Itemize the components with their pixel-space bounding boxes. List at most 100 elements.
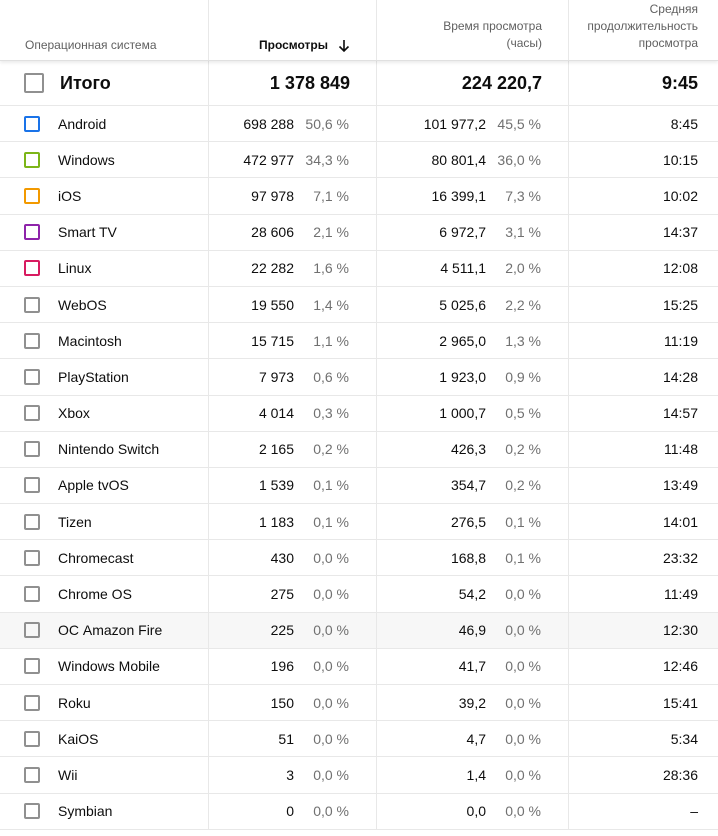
avg-duration-value: 8:45 <box>670 115 698 132</box>
views-value: 196 <box>270 658 294 675</box>
views-value: 4 014 <box>258 405 294 422</box>
table-row[interactable]: iOS 97 978 7,1 % 16 399,1 7,3 % 10:02 <box>0 178 718 215</box>
views-percent: 0,0 % <box>313 622 349 639</box>
os-name: WebOS <box>58 296 107 313</box>
column-header-avg-duration[interactable]: Средняя продолжительность просмотра <box>569 0 718 60</box>
watch-time-percent: 3,1 % <box>505 224 541 241</box>
avg-duration-value: 11:49 <box>664 586 698 603</box>
series-checkbox[interactable] <box>24 513 40 530</box>
views-percent: 2,1 % <box>313 224 349 241</box>
table-row[interactable]: PlayStation 7 973 0,6 % 1 923,0 0,9 % 14:28 <box>0 359 718 396</box>
table-row[interactable]: Macintosh 15 715 1,1 % 2 965,0 1,3 % 11:19 <box>0 323 718 360</box>
views-percent: 0,0 % <box>313 766 349 783</box>
os-name: Chrome OS <box>58 586 132 603</box>
table-row[interactable]: Windows 472 977 34,3 % 80 801,4 36,0 % 10:15 <box>0 142 718 179</box>
table-row[interactable]: Chromecast 430 0,0 % 168,8 0,1 % 23:32 <box>0 540 718 577</box>
avg-duration-value: 28:36 <box>662 766 698 783</box>
table-row[interactable]: Nintendo Switch 2 165 0,2 % 426,3 0,2 % 11:48 <box>0 431 718 468</box>
views-percent: 0,1 % <box>313 477 349 494</box>
views-value: 0 <box>286 803 294 820</box>
views-percent: 0,1 % <box>313 513 349 530</box>
views-value: 51 <box>278 730 294 747</box>
watch-time-value: 354,7 <box>450 477 486 494</box>
views-value: 19 550 <box>251 296 294 313</box>
watch-time-value: 1,4 <box>466 766 486 783</box>
watch-time-percent: 45,5 % <box>497 115 541 132</box>
series-checkbox[interactable] <box>24 766 40 783</box>
watch-time-percent: 2,0 % <box>505 260 541 277</box>
series-checkbox[interactable] <box>24 803 40 820</box>
series-checkbox[interactable] <box>24 477 40 494</box>
series-checkbox[interactable] <box>24 368 40 385</box>
series-checkbox[interactable] <box>24 296 40 313</box>
avg-duration-value: – <box>690 803 698 820</box>
table-row[interactable]: Wii 3 0,0 % 1,4 0,0 % 28:36 <box>0 757 718 794</box>
table-row[interactable]: Android 698 288 50,6 % 101 977,2 45,5 % 8:45 <box>0 106 718 143</box>
table-row[interactable]: Linux 22 282 1,6 % 4 511,1 2,0 % 12:08 <box>0 250 718 287</box>
table-row[interactable]: Symbian 0 0,0 % 0,0 0,0 % – <box>0 793 718 830</box>
series-checkbox[interactable] <box>24 224 40 241</box>
os-name: Windows <box>58 151 115 168</box>
series-checkbox[interactable] <box>24 549 40 566</box>
os-name: Smart TV <box>58 224 117 241</box>
series-checkbox[interactable] <box>24 730 40 747</box>
avg-duration-value: 14:28 <box>662 368 698 385</box>
avg-duration-value: 11:19 <box>664 332 698 349</box>
series-checkbox[interactable] <box>24 187 40 204</box>
avg-duration-value: 10:15 <box>662 151 698 168</box>
column-header-views-label: Просмотры <box>258 38 328 52</box>
watch-time-percent: 0,0 % <box>505 766 541 783</box>
table-row[interactable]: Windows Mobile 196 0,0 % 41,7 0,0 % 12:46 <box>0 648 718 685</box>
table-row[interactable]: ОС Amazon Fire 225 0,0 % 46,9 0,0 % 12:30 <box>0 612 718 649</box>
table-row[interactable]: Smart TV 28 606 2,1 % 6 972,7 3,1 % 14:37 <box>0 214 718 251</box>
table-row[interactable]: Chrome OS 275 0,0 % 54,2 0,0 % 11:49 <box>0 576 718 613</box>
column-header-watch-line2: (часы) <box>506 36 542 50</box>
series-checkbox[interactable] <box>24 658 40 675</box>
total-avg-duration: 9:45 <box>661 72 698 93</box>
watch-time-percent: 0,0 % <box>505 586 541 603</box>
watch-time-percent: 36,0 % <box>497 151 541 168</box>
series-checkbox[interactable] <box>24 441 40 458</box>
views-percent: 0,0 % <box>313 586 349 603</box>
series-checkbox[interactable] <box>24 405 40 422</box>
column-header-avg-line3: просмотра <box>638 36 698 50</box>
avg-duration-value: 14:57 <box>662 405 698 422</box>
watch-time-value: 54,2 <box>458 586 486 603</box>
watch-time-value: 1 923,0 <box>439 368 486 385</box>
views-percent: 7,1 % <box>313 187 349 204</box>
watch-time-value: 46,9 <box>458 622 486 639</box>
column-header-watch-time[interactable]: Время просмотра (часы) <box>377 0 569 60</box>
views-value: 1 183 <box>258 513 294 530</box>
series-checkbox[interactable] <box>24 694 40 711</box>
series-checkbox[interactable] <box>24 260 40 277</box>
table-row[interactable]: Tizen 1 183 0,1 % 276,5 0,1 % 14:01 <box>0 504 718 541</box>
series-checkbox[interactable] <box>24 115 40 132</box>
views-percent: 1,6 % <box>313 260 349 277</box>
watch-time-percent: 2,2 % <box>505 296 541 313</box>
table-row[interactable]: Xbox 4 014 0,3 % 1 000,7 0,5 % 14:57 <box>0 395 718 432</box>
avg-duration-value: 15:41 <box>662 694 698 711</box>
total-checkbox[interactable] <box>24 73 44 93</box>
views-percent: 0,0 % <box>313 549 349 566</box>
column-header-views[interactable]: Просмотры <box>209 0 377 60</box>
avg-duration-value: 12:46 <box>662 658 698 675</box>
series-checkbox[interactable] <box>24 586 40 603</box>
table-row[interactable]: Apple tvOS 1 539 0,1 % 354,7 0,2 % 13:49 <box>0 467 718 505</box>
table-row[interactable]: WebOS 19 550 1,4 % 5 025,6 2,2 % 15:25 <box>0 286 718 324</box>
column-header-os[interactable]: Операционная система <box>0 0 209 60</box>
table-row[interactable]: Roku 150 0,0 % 39,2 0,0 % 15:41 <box>0 685 718 722</box>
table-row[interactable]: KaiOS 51 0,0 % 4,7 0,0 % 5:34 <box>0 721 718 758</box>
series-checkbox[interactable] <box>24 332 40 349</box>
watch-time-percent: 0,2 % <box>505 441 541 458</box>
views-value: 225 <box>270 622 294 639</box>
watch-time-percent: 0,1 % <box>505 549 541 566</box>
os-name: Apple tvOS <box>58 477 129 494</box>
series-checkbox[interactable] <box>24 622 40 639</box>
views-value: 97 978 <box>251 187 294 204</box>
os-name: ОС Amazon Fire <box>58 622 163 639</box>
series-checkbox[interactable] <box>24 151 40 168</box>
os-name: Nintendo Switch <box>58 441 160 458</box>
watch-time-value: 5 025,6 <box>439 296 486 313</box>
avg-duration-value: 13:49 <box>662 477 698 494</box>
